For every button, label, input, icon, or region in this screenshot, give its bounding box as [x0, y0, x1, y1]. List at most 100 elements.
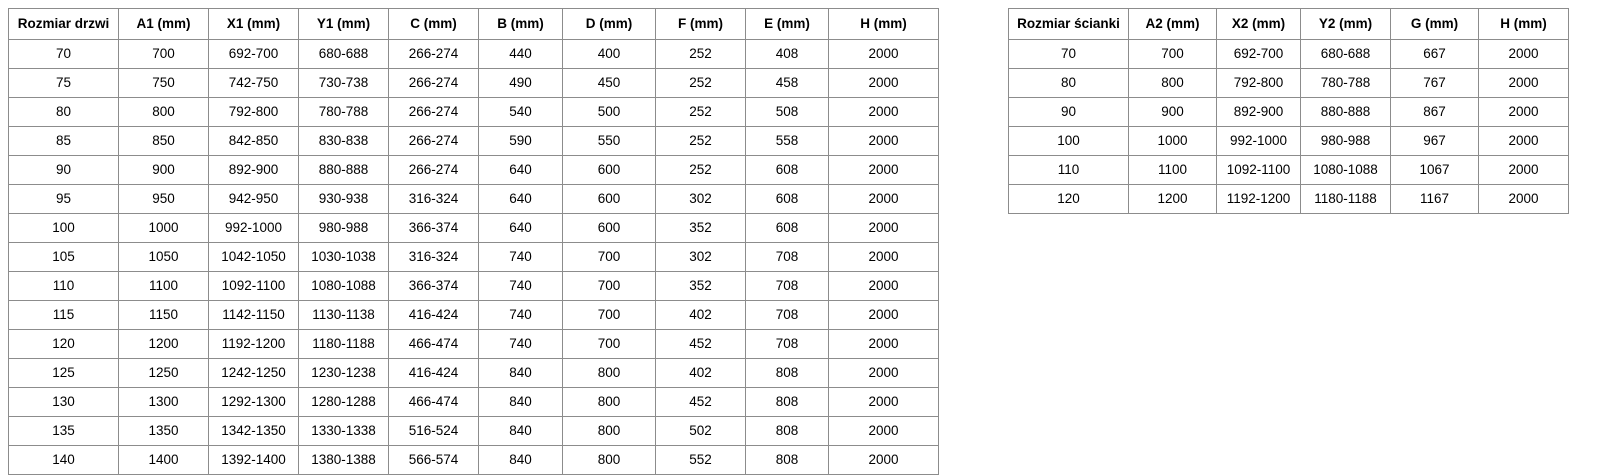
wall-cell: 1200: [1128, 184, 1217, 214]
door-cell: 640: [478, 155, 563, 185]
door-cell: 266-274: [388, 155, 479, 185]
wall-cell: 70: [1008, 39, 1129, 69]
door-cell: 600: [562, 213, 656, 243]
door-cell: 2000: [828, 445, 939, 475]
door-cell: 90: [8, 155, 119, 185]
wall-column-header-0: Rozmiar ścianki: [1008, 8, 1129, 40]
table-row: 90 900 892-900 880-888 867 2000: [1008, 97, 1569, 127]
wall-cell: 2000: [1478, 155, 1569, 185]
table-row: 140 1400 1392-1400 1380-1388 566-574 840 800 55…: [8, 445, 939, 475]
door-cell: 892-900: [208, 155, 299, 185]
door-cell: 808: [745, 387, 829, 417]
door-table-container: Rozmiar drzwi A1 (mm) X1 (mm) Y1 (mm) C (mm)…: [8, 8, 939, 475]
door-cell: 500: [562, 97, 656, 127]
door-cell: 900: [118, 155, 209, 185]
spec-tables-page: Rozmiar drzwi A1 (mm) X1 (mm) Y1 (mm) C (mm)…: [8, 8, 1569, 475]
door-cell: 95: [8, 184, 119, 214]
wall-column-header-1: A2 (mm): [1128, 8, 1217, 40]
table-row: 115 1150 1142-1150 1130-1138 416-424 740 700 40…: [8, 300, 939, 330]
door-column-header-4: C (mm): [388, 8, 479, 40]
door-cell: 85: [8, 126, 119, 156]
door-cell: 850: [118, 126, 209, 156]
door-cell: 800: [562, 358, 656, 388]
door-cell: 266-274: [388, 97, 479, 127]
wall-cell: 2000: [1478, 97, 1569, 127]
wall-cell: 80: [1008, 68, 1129, 98]
wall-table-head: Rozmiar ścianki A2 (mm) X2 (mm) Y2 (mm) G (m…: [1008, 8, 1569, 40]
door-size-table: Rozmiar drzwi A1 (mm) X1 (mm) Y1 (mm) C (mm)…: [8, 8, 939, 475]
door-cell: 1050: [118, 242, 209, 272]
door-cell: 880-888: [298, 155, 389, 185]
door-cell: 1130-1138: [298, 300, 389, 330]
door-cell: 1092-1100: [208, 271, 299, 301]
door-cell: 1150: [118, 300, 209, 330]
door-cell: 1180-1188: [298, 329, 389, 359]
wall-size-table: Rozmiar ścianki A2 (mm) X2 (mm) Y2 (mm) G (m…: [1008, 8, 1569, 214]
wall-cell: 90: [1008, 97, 1129, 127]
wall-cell: 792-800: [1216, 68, 1301, 98]
door-column-header-9: H (mm): [828, 8, 939, 40]
door-cell: 2000: [828, 68, 939, 98]
wall-table-container: Rozmiar ścianki A2 (mm) X2 (mm) Y2 (mm) G (m…: [1008, 8, 1569, 214]
door-cell: 800: [562, 387, 656, 417]
door-cell: 700: [118, 39, 209, 69]
door-table-header-row: Rozmiar drzwi A1 (mm) X1 (mm) Y1 (mm) C (mm)…: [8, 8, 939, 40]
wall-cell: 1067: [1390, 155, 1479, 185]
door-cell: 608: [745, 213, 829, 243]
door-column-header-8: E (mm): [745, 8, 829, 40]
door-cell: 2000: [828, 300, 939, 330]
wall-column-header-3: Y2 (mm): [1300, 8, 1391, 40]
door-cell: 1330-1338: [298, 416, 389, 446]
wall-cell: 1180-1188: [1300, 184, 1391, 214]
table-row: 125 1250 1242-1250 1230-1238 416-424 840 800 40…: [8, 358, 939, 388]
door-cell: 1280-1288: [298, 387, 389, 417]
door-cell: 800: [562, 445, 656, 475]
door-cell: 608: [745, 184, 829, 214]
door-cell: 1242-1250: [208, 358, 299, 388]
wall-cell: 667: [1390, 39, 1479, 69]
door-cell: 540: [478, 97, 563, 127]
door-column-header-3: Y1 (mm): [298, 8, 389, 40]
door-cell: 1392-1400: [208, 445, 299, 475]
door-cell: 680-688: [298, 39, 389, 69]
door-cell: 708: [745, 271, 829, 301]
door-cell: 552: [655, 445, 746, 475]
wall-column-header-5: H (mm): [1478, 8, 1569, 40]
door-cell: 366-374: [388, 213, 479, 243]
door-cell: 2000: [828, 416, 939, 446]
door-cell: 740: [478, 329, 563, 359]
door-cell: 792-800: [208, 97, 299, 127]
table-row: 70 700 692-700 680-688 266-274 440 400 252 408 20…: [8, 39, 939, 69]
door-cell: 708: [745, 242, 829, 272]
door-cell: 1200: [118, 329, 209, 359]
door-cell: 708: [745, 329, 829, 359]
table-row: 120 1200 1192-1200 1180-1188 466-474 740 700 45…: [8, 329, 939, 359]
door-cell: 502: [655, 416, 746, 446]
door-cell: 708: [745, 300, 829, 330]
door-cell: 2000: [828, 271, 939, 301]
table-row: 110 1100 1092-1100 1080-1088 1067 2000: [1008, 155, 1569, 185]
wall-cell: 880-888: [1300, 97, 1391, 127]
door-cell: 252: [655, 97, 746, 127]
door-cell: 1192-1200: [208, 329, 299, 359]
door-cell: 740: [478, 242, 563, 272]
wall-cell: 892-900: [1216, 97, 1301, 127]
door-cell: 252: [655, 155, 746, 185]
door-cell: 1300: [118, 387, 209, 417]
door-cell: 640: [478, 184, 563, 214]
door-cell: 600: [562, 155, 656, 185]
wall-cell: 980-988: [1300, 126, 1391, 156]
door-cell: 700: [562, 271, 656, 301]
door-cell: 1030-1038: [298, 242, 389, 272]
door-cell: 252: [655, 126, 746, 156]
table-row: 95 950 942-950 930-938 316-324 640 600 302 608 20…: [8, 184, 939, 214]
door-cell: 266-274: [388, 68, 479, 98]
door-cell: 402: [655, 358, 746, 388]
door-cell: 2000: [828, 126, 939, 156]
door-cell: 830-838: [298, 126, 389, 156]
door-cell: 740: [478, 271, 563, 301]
door-column-header-7: F (mm): [655, 8, 746, 40]
door-cell: 808: [745, 416, 829, 446]
wall-column-header-4: G (mm): [1390, 8, 1479, 40]
door-cell: 110: [8, 271, 119, 301]
